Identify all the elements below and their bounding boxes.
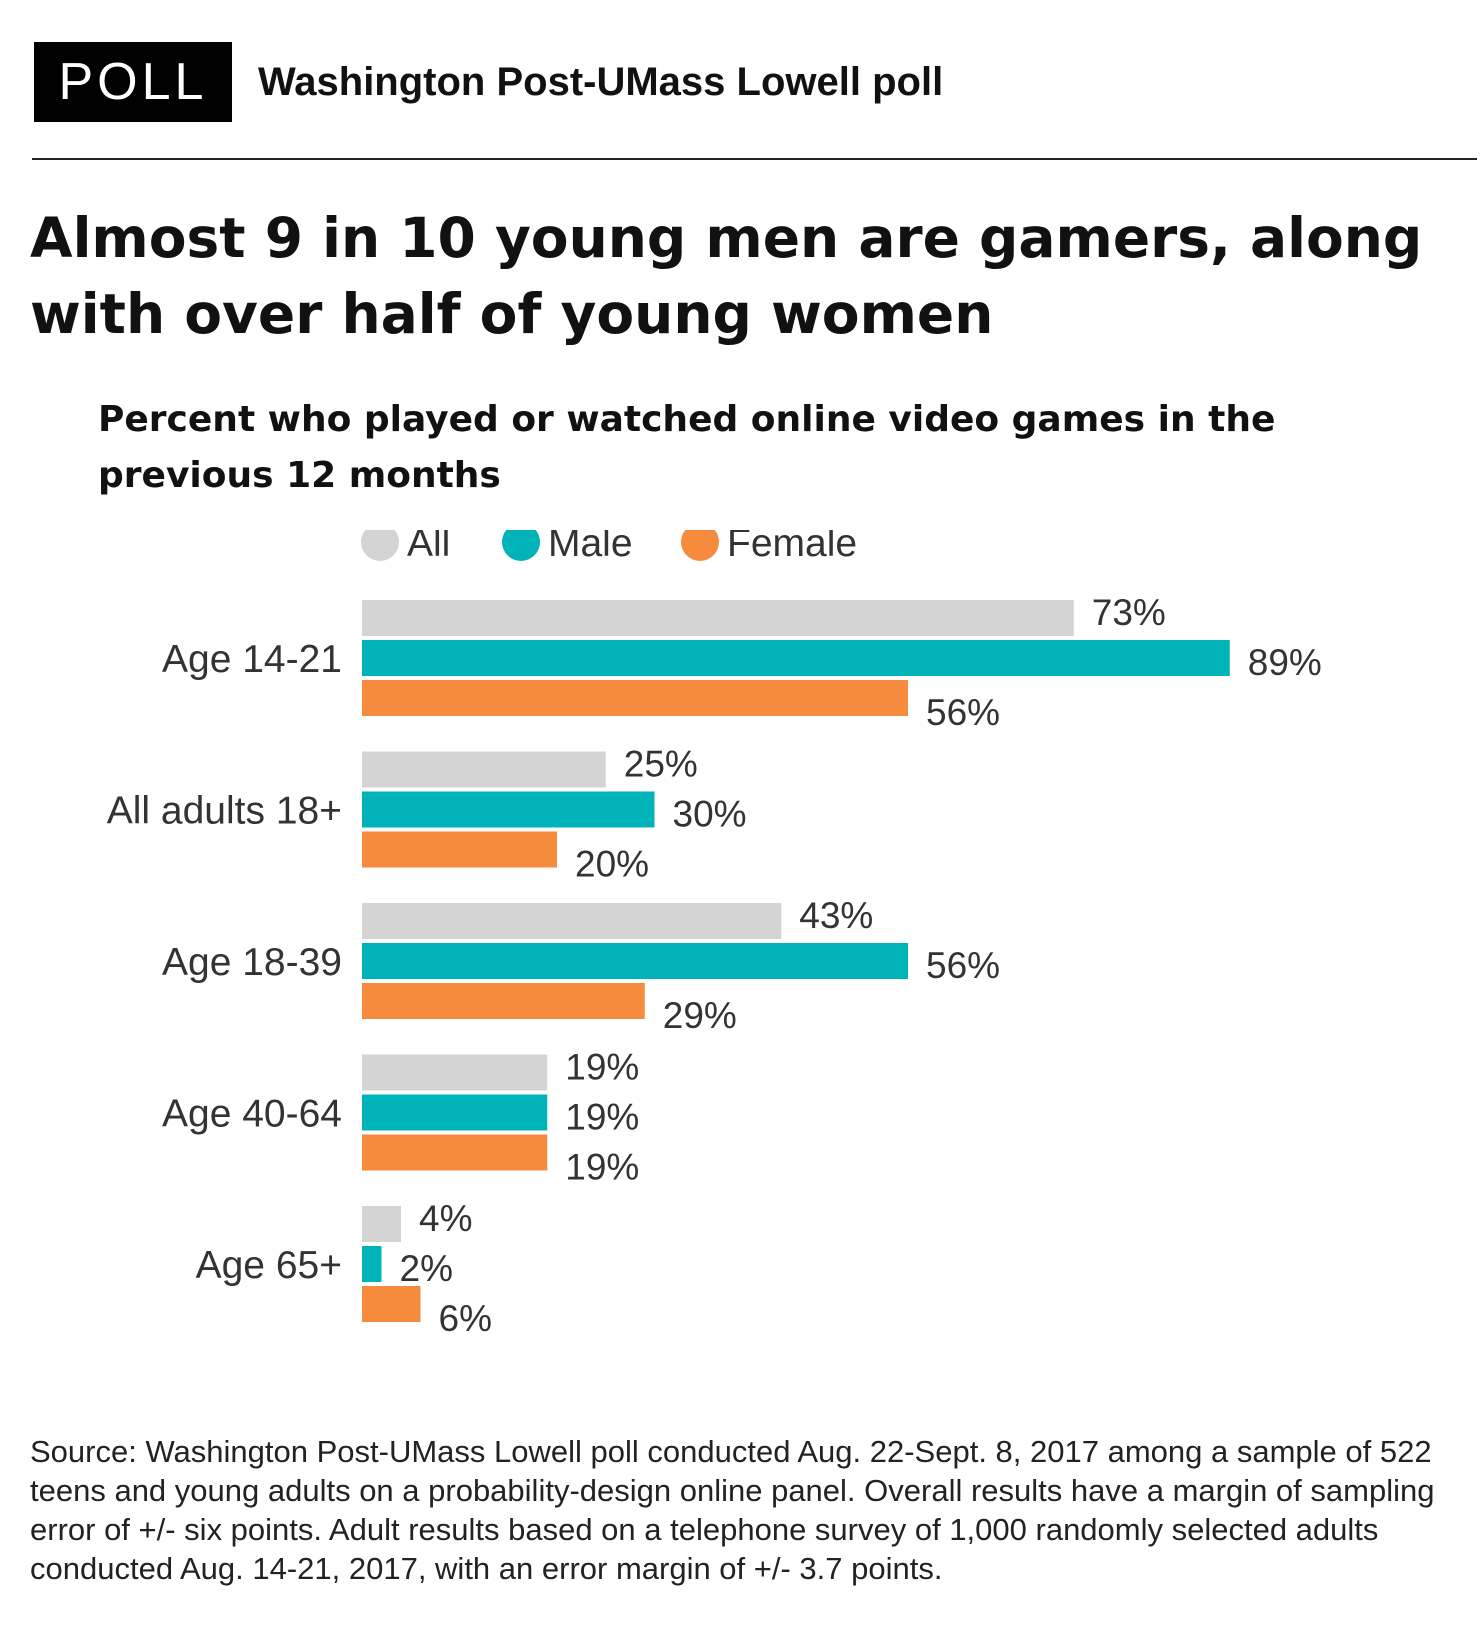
bar-male	[362, 943, 908, 979]
bar-group: Age 40-64 19% 19% 19%	[162, 1047, 639, 1188]
bars: Age 14-21 73% 89% 56% All adults 18+ 25% 30% 20…	[107, 592, 1322, 1339]
value-label-male: 19%	[565, 1097, 639, 1138]
bar-group: Age 65+ 4% 2% 6%	[196, 1198, 492, 1339]
bar-all	[362, 1206, 401, 1242]
value-label-female: 6%	[439, 1298, 492, 1339]
bar-male	[362, 1246, 382, 1282]
header-divider	[32, 158, 1477, 160]
chart-title: Percent who played or watched online vid…	[98, 399, 1276, 496]
bar-chart: All Male Female Age 14-21 73% 89% 56% All adul…	[107, 530, 1322, 1339]
value-label-male: 56%	[926, 945, 1000, 986]
bar-group: Age 18-39 43% 56% 29%	[162, 895, 1000, 1036]
poll-badge: POLL	[34, 42, 232, 122]
value-label-male: 30%	[673, 794, 747, 835]
value-label-all: 25%	[624, 744, 698, 785]
bar-group: Age 14-21 73% 89% 56%	[162, 592, 1322, 733]
legend-swatch-male	[502, 530, 540, 561]
bar-all	[362, 1054, 548, 1091]
bar-all	[362, 751, 606, 788]
bar-male	[362, 791, 655, 828]
bar-female	[362, 831, 557, 868]
value-label-male: 89%	[1248, 642, 1322, 683]
legend-label-all: All	[407, 530, 450, 565]
value-label-female: 29%	[663, 995, 737, 1036]
bar-male	[362, 1094, 548, 1131]
legend-swatch-all	[361, 530, 399, 561]
value-label-all: 4%	[419, 1198, 472, 1239]
category-label: Age 40-64	[162, 1093, 342, 1136]
legend-label-male: Male	[548, 530, 633, 565]
legend-swatch-female	[681, 530, 719, 561]
category-label: All adults 18+	[107, 790, 342, 833]
header: POLL Washington Post-UMass Lowell poll	[34, 42, 943, 122]
bar-female	[362, 983, 645, 1019]
category-label: Age 14-21	[162, 638, 342, 681]
legend: All Male Female	[361, 530, 857, 565]
value-label-female: 20%	[575, 844, 649, 885]
bar-female	[362, 680, 908, 716]
value-label-male: 2%	[400, 1248, 453, 1289]
bar-female	[362, 1286, 421, 1322]
bar-all	[362, 903, 782, 939]
value-label-female: 19%	[565, 1147, 639, 1188]
value-label-all: 43%	[799, 895, 873, 936]
bar-all	[362, 600, 1074, 636]
category-label: Age 65+	[196, 1244, 342, 1287]
category-label: Age 18-39	[162, 941, 342, 984]
legend-label-female: Female	[727, 530, 857, 565]
source-note: Source: Washington Post-UMass Lowell pol…	[30, 1434, 1435, 1586]
bar-female	[362, 1134, 548, 1171]
value-label-all: 73%	[1092, 592, 1166, 633]
value-label-female: 56%	[926, 692, 1000, 733]
bar-male	[362, 640, 1230, 676]
headline: Almost 9 in 10 young men are gamers, alo…	[30, 206, 1423, 346]
bar-group: All adults 18+ 25% 30% 20%	[107, 744, 747, 885]
value-label-all: 19%	[565, 1047, 639, 1088]
header-title: Washington Post-UMass Lowell poll	[258, 59, 944, 104]
